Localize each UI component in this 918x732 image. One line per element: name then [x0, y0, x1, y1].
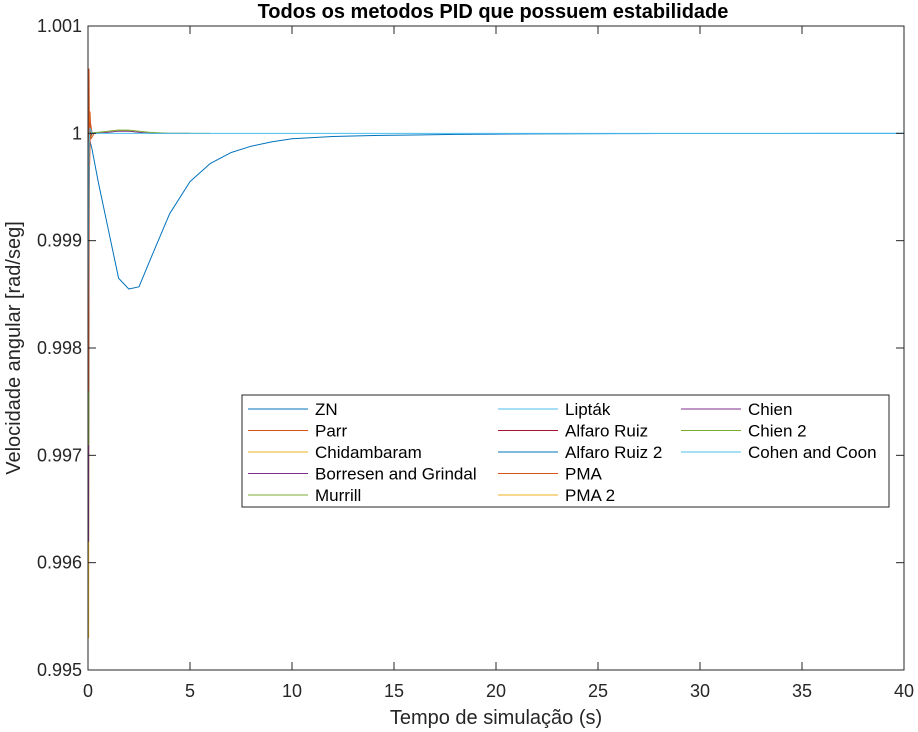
x-tick-label: 25: [588, 681, 608, 701]
legend-label-0: ZN: [315, 400, 338, 419]
legend-label-10: Chien: [748, 400, 792, 419]
x-tick-label: 0: [83, 681, 93, 701]
legend-label-4: Murrill: [315, 486, 361, 505]
legend-label-5: Lipták: [565, 400, 611, 419]
y-tick-label: 1: [72, 123, 82, 143]
x-tick-label: 35: [792, 681, 812, 701]
x-axis-label: Tempo de simulação (s): [390, 707, 602, 729]
x-tick-label: 30: [690, 681, 710, 701]
legend-label-1: Parr: [315, 422, 347, 441]
legend-box: [241, 394, 890, 508]
legend-label-3: Borresen and Grindal: [315, 465, 477, 484]
legend-label-8: PMA: [565, 465, 603, 484]
legend-label-6: Alfaro Ruiz: [565, 422, 648, 441]
y-axis-label: Velocidade angular [rad/seg]: [3, 221, 25, 475]
legend-label-2: Chidambaram: [315, 443, 422, 462]
ticks-layer: 0 5 10 15 20 25 30 35 40 0.995 0.996 0.997 0.998 0.99…: [37, 16, 914, 701]
legend-label-9: PMA 2: [565, 486, 615, 505]
legend-label-7: Alfaro Ruiz 2: [565, 443, 662, 462]
x-tick-label: 20: [486, 681, 506, 701]
x-tick-label: 10: [282, 681, 302, 701]
y-tick-label: 1.001: [37, 16, 82, 36]
y-tick-label: 0.997: [37, 445, 82, 465]
x-tick-label: 15: [384, 681, 404, 701]
plot-area: [88, 26, 904, 670]
chart-title: Todos os metodos PID que possuem estabil…: [258, 1, 729, 23]
legend: ZN Parr Chidambaram Borresen and Grindal Mur…: [241, 394, 890, 508]
y-tick-label: 0.995: [37, 660, 82, 680]
legend-label-12: Cohen and Coon: [748, 443, 877, 462]
y-tick-label: 0.996: [37, 553, 82, 573]
x-tick-label: 5: [185, 681, 195, 701]
legend-label-11: Chien 2: [748, 422, 807, 441]
y-tick-label: 0.998: [37, 338, 82, 358]
x-tick-label: 40: [894, 681, 914, 701]
y-tick-label: 0.999: [37, 231, 82, 251]
